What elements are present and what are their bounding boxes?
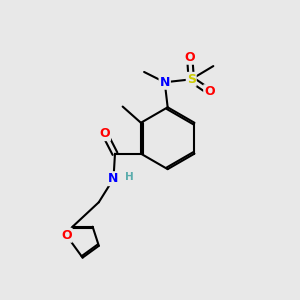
Text: N: N [160,76,170,89]
Text: H: H [125,172,134,182]
Text: O: O [184,51,195,64]
Text: O: O [204,85,215,98]
Text: O: O [99,127,110,140]
Text: O: O [61,229,72,242]
Text: S: S [187,73,196,86]
Text: N: N [108,172,119,185]
